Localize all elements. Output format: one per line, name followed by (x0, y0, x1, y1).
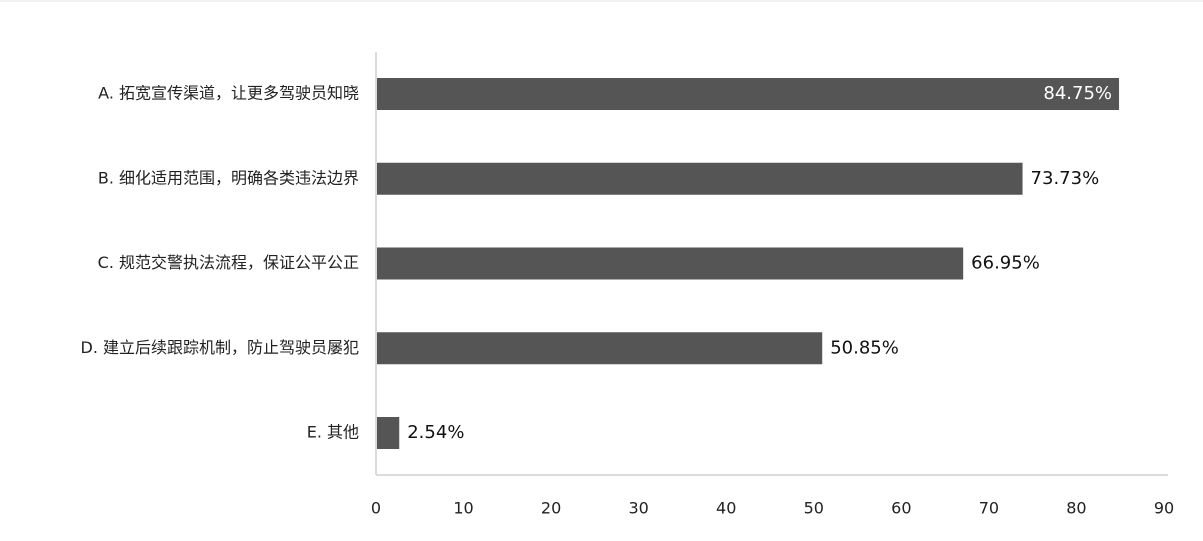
bar (377, 247, 964, 280)
x-tick-label: 20 (541, 499, 561, 518)
axis-layer (375, 52, 1168, 476)
value-label: 73.73% (1031, 168, 1100, 189)
x-tick-label: 80 (1066, 499, 1086, 518)
x-tick-label: 30 (628, 499, 648, 518)
x-tick-label: 0 (371, 499, 381, 518)
bars-layer (377, 78, 1120, 449)
top-divider (0, 0, 1203, 2)
x-tick-label: 40 (716, 499, 736, 518)
labels-layer: A. 拓宽宣传渠道，让更多驾驶员知晓 84.75% B. 细化适用范围，明确各类违法… (81, 83, 1113, 443)
category-label: E. 其他 (307, 423, 359, 442)
category-label: B. 细化适用范围，明确各类违法边界 (98, 168, 359, 187)
value-label: 50.85% (830, 337, 899, 358)
x-tick-label: 50 (804, 499, 824, 518)
category-label: D. 建立后续跟踪机制，防止驾驶员屡犯 (81, 338, 360, 357)
value-label: 66.95% (971, 253, 1040, 274)
x-tick-label: 90 (1154, 499, 1174, 518)
value-label: 84.75% (1043, 83, 1112, 104)
category-label: A. 拓宽宣传渠道，让更多驾驶员知晓 (98, 84, 359, 103)
value-label: 2.54% (407, 422, 464, 443)
bar (377, 78, 1120, 110)
bar (377, 417, 400, 449)
bar (377, 332, 823, 365)
x-tick-label: 10 (453, 499, 473, 518)
ticks-layer: 0 10 20 30 40 50 60 70 80 90 (371, 499, 1174, 518)
x-tick-label: 70 (979, 499, 999, 518)
x-tick-label: 60 (891, 499, 911, 518)
bar (377, 162, 1023, 195)
category-label: C. 规范交警执法流程，保证公平公正 (98, 253, 359, 272)
